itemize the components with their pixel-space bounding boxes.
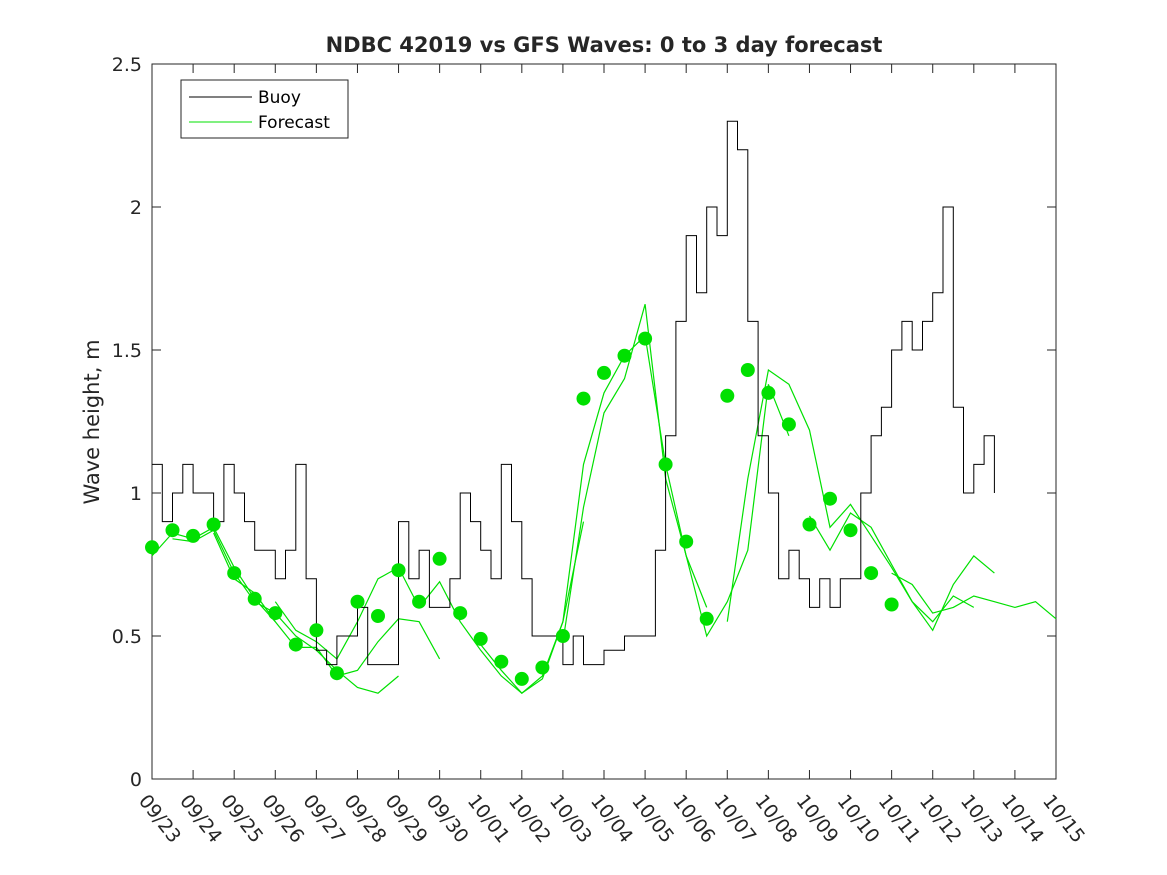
forecast-point — [473, 631, 488, 646]
forecast-point — [576, 391, 591, 406]
forecast-point — [432, 551, 447, 566]
forecast-line-run-6 — [562, 304, 790, 642]
forecast-points — [145, 331, 899, 686]
forecast-point — [309, 623, 324, 638]
forecast-line-run-8 — [808, 512, 995, 632]
forecast-point — [206, 517, 221, 532]
forecast-point — [884, 597, 899, 612]
legend-forecast-label: Forecast — [258, 113, 330, 133]
forecast-point — [638, 331, 653, 346]
forecast-point — [227, 566, 242, 581]
forecast-point — [843, 523, 858, 538]
legend-buoy-label: Buoy — [258, 88, 301, 108]
chart-title: NDBC 42019 vs GFS Waves: 0 to 3 day fore… — [326, 33, 883, 57]
forecast-point — [371, 609, 385, 623]
forecast-line-run-9 — [891, 572, 1057, 620]
forecast-point — [679, 534, 694, 549]
forecast-line-run-7 — [726, 368, 975, 623]
forecast-point — [329, 666, 344, 681]
forecast-point — [391, 563, 406, 578]
forecast-line-run-5 — [480, 334, 708, 694]
forecast-point — [453, 606, 468, 621]
forecast-point — [555, 629, 570, 643]
y-tick-label: 1 — [130, 483, 142, 505]
forecast-point — [699, 611, 714, 626]
forecast-point — [658, 457, 673, 472]
forecast-point — [535, 660, 550, 675]
y-axis-label: Wave height, m — [80, 339, 104, 504]
y-tick-label: 0.5 — [112, 626, 142, 648]
y-tick-label: 0 — [130, 769, 142, 791]
forecast-point — [412, 594, 427, 609]
forecast-point — [802, 517, 817, 532]
forecast-point — [165, 523, 180, 538]
forecast-point — [514, 671, 529, 686]
forecast-point — [186, 528, 201, 543]
buoy-series — [152, 120, 995, 666]
forecast-point — [720, 388, 735, 403]
forecast-point — [494, 654, 509, 669]
legend-box — [180, 79, 349, 139]
y-tick-label: 1.5 — [112, 340, 142, 362]
y-tick-label: 2 — [130, 197, 142, 219]
forecast-point — [247, 591, 262, 606]
buoy-line — [152, 120, 995, 666]
forecast-point — [823, 491, 837, 506]
forecast-point — [288, 637, 303, 652]
forecast-point — [145, 540, 159, 555]
forecast-point — [268, 606, 283, 621]
forecast-point — [617, 348, 632, 363]
forecast-point — [350, 594, 365, 609]
chart-legend: Buoy Forecast — [180, 79, 349, 139]
forecast-point — [864, 566, 879, 581]
y-tick-label: 2.5 — [112, 54, 142, 76]
forecast-point — [597, 365, 611, 380]
forecast-point — [781, 417, 796, 432]
forecast-line-run-2 — [172, 529, 399, 694]
forecast-point — [740, 363, 755, 377]
forecast-point — [761, 385, 776, 400]
